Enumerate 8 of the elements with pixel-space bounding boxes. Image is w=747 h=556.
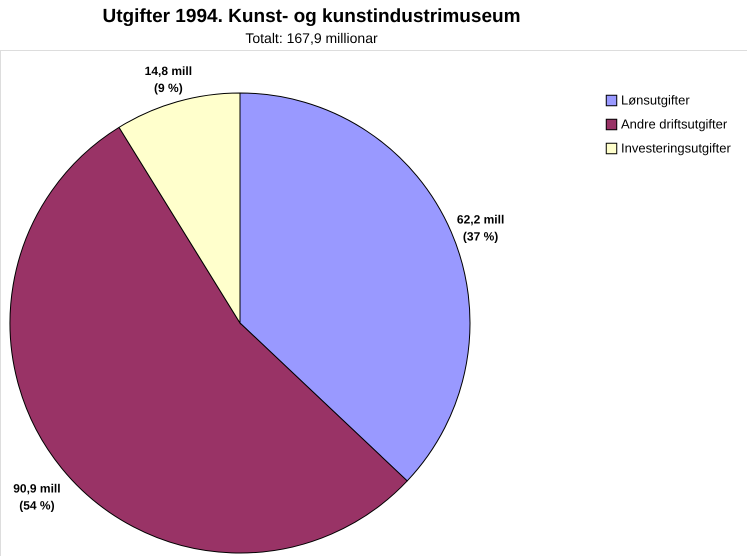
chart-subtitle: Totalt: 167,9 millionar (245, 30, 378, 46)
legend-label: Andre driftsutgifter (621, 116, 728, 132)
data-label: 14,8 mill (9 %) (144, 64, 192, 95)
data-label: 90,9 mill (54 %) (13, 482, 61, 513)
legend-label: Investeringsutgifter (621, 140, 732, 156)
chart-title: Utgifter 1994. Kunst- og kunstindustrimuseum (102, 6, 521, 27)
data-label: 62,2 mill (37 %) (456, 212, 504, 244)
legend-label: Lønsutgifter (621, 92, 690, 108)
